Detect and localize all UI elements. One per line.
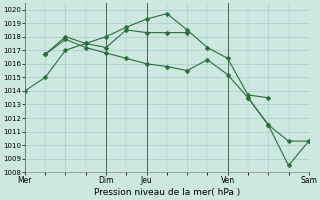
X-axis label: Pression niveau de la mer( hPa ): Pression niveau de la mer( hPa ) <box>94 188 240 197</box>
